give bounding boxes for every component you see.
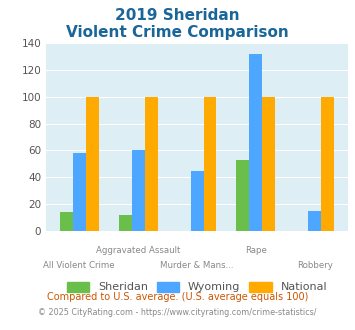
Bar [262, 97, 275, 231]
Bar [119, 215, 132, 231]
Text: 2019 Sheridan: 2019 Sheridan [115, 8, 240, 23]
Text: Murder & Mans...: Murder & Mans... [160, 261, 234, 270]
Bar [321, 97, 334, 231]
Text: Compared to U.S. average. (U.S. average equals 100): Compared to U.S. average. (U.S. average … [47, 292, 308, 302]
Bar [144, 97, 158, 231]
Text: Rape: Rape [245, 246, 267, 255]
Bar [132, 150, 144, 231]
Bar [86, 97, 99, 231]
Bar [60, 212, 73, 231]
Bar [236, 160, 250, 231]
Legend: Sheridan, Wyoming, National: Sheridan, Wyoming, National [62, 277, 332, 297]
Bar [250, 54, 262, 231]
Bar [191, 171, 203, 231]
Text: Violent Crime Comparison: Violent Crime Comparison [66, 25, 289, 40]
Text: Robbery: Robbery [297, 261, 333, 270]
Bar [308, 211, 321, 231]
Text: Aggravated Assault: Aggravated Assault [96, 246, 180, 255]
Text: All Violent Crime: All Violent Crime [43, 261, 115, 270]
Text: © 2025 CityRating.com - https://www.cityrating.com/crime-statistics/: © 2025 CityRating.com - https://www.city… [38, 308, 317, 316]
Bar [73, 153, 86, 231]
Bar [203, 97, 217, 231]
